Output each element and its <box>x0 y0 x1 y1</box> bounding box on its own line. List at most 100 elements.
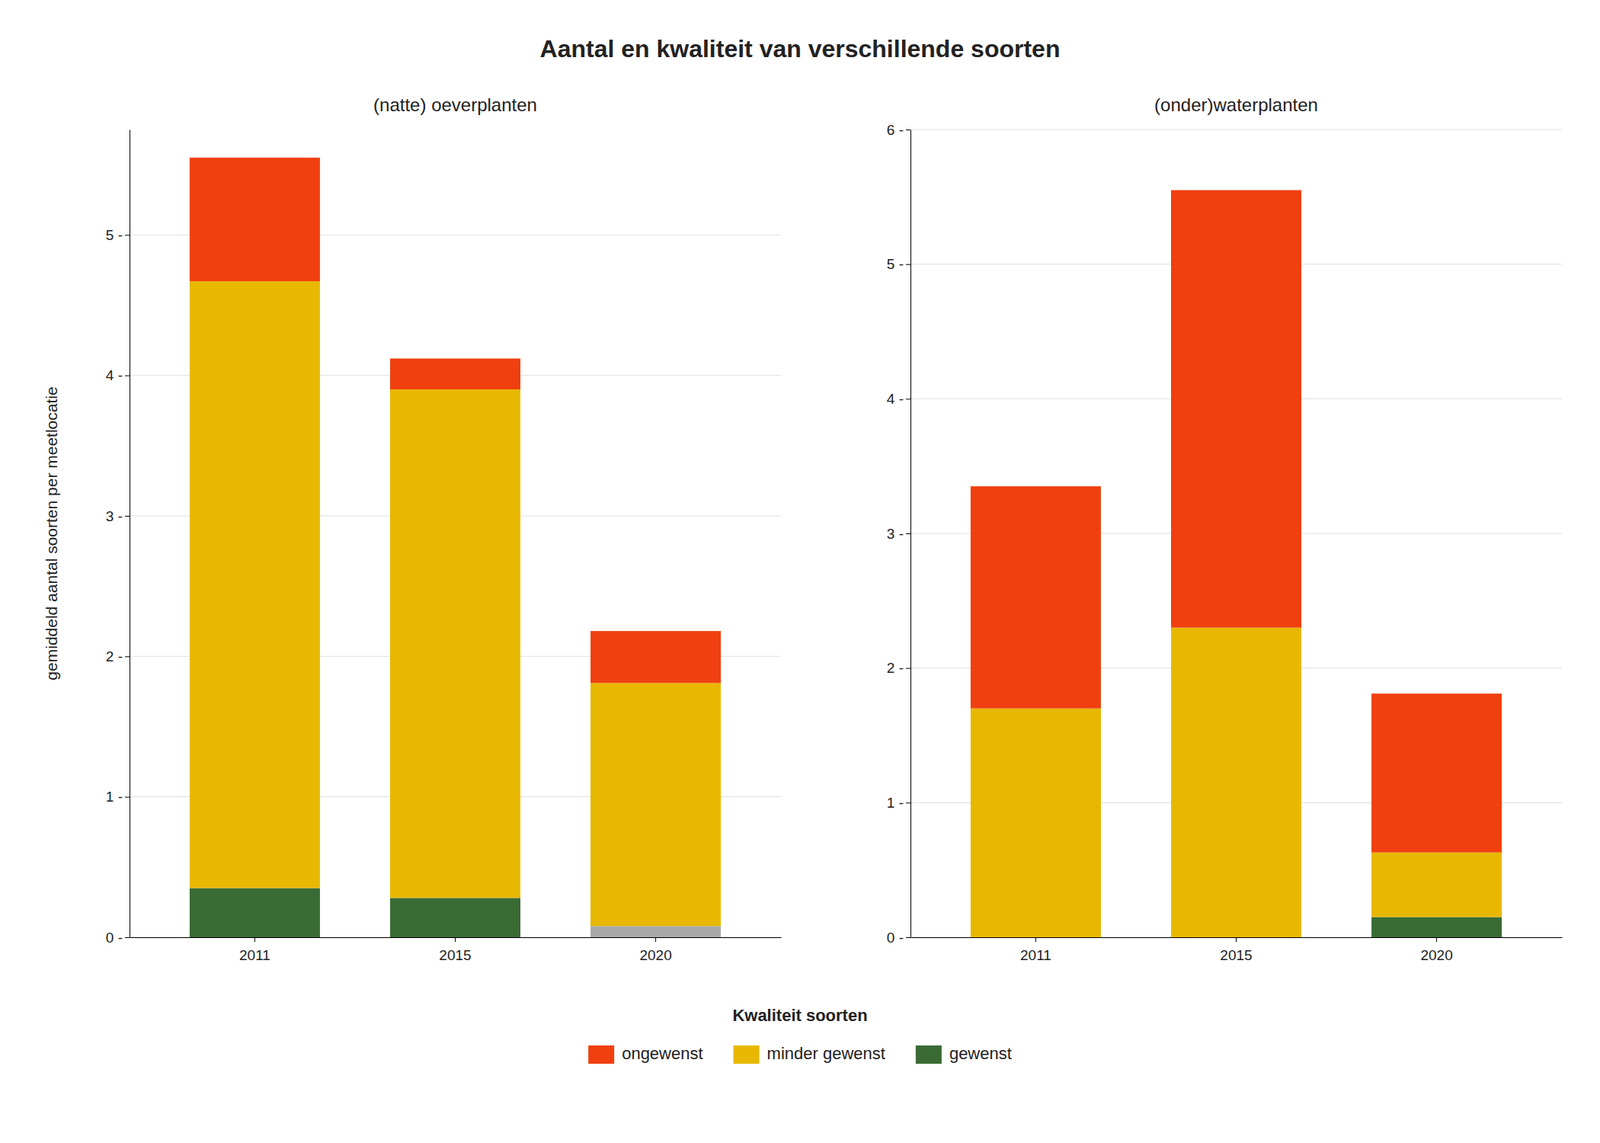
y-tick-label: 4 - <box>886 390 904 407</box>
legend-swatch <box>915 1045 942 1064</box>
y-tick-label: 5 - <box>886 256 904 272</box>
series-bars <box>970 190 1502 853</box>
y-tick-mark <box>124 375 130 377</box>
y-tick-label: 0 - <box>105 929 123 946</box>
legend-swatch <box>733 1045 760 1064</box>
bar-segment <box>1171 627 1302 938</box>
y-tick-label: 6 - <box>886 121 904 138</box>
y-tick-mark <box>905 802 911 804</box>
legend-item: ongewenst <box>588 1043 703 1064</box>
bar-segment <box>189 157 320 282</box>
x-tick-mark <box>454 937 456 942</box>
x-tick: 2015 <box>438 937 471 964</box>
bar-segment <box>1171 190 1302 628</box>
y-axis: 0 - 1 - 2 - 3 - 4 - 5 - 6 - <box>886 121 912 946</box>
bar-segment <box>970 486 1101 709</box>
bar-segment <box>189 281 320 888</box>
series-bars <box>189 157 721 683</box>
bar-segment <box>390 389 521 898</box>
y-axis-line <box>910 130 912 938</box>
y-tick: 2 - <box>886 659 911 676</box>
y-tick-mark <box>905 668 911 669</box>
x-tick-label: 2011 <box>239 947 271 964</box>
bar-segment <box>970 708 1101 938</box>
series-bars <box>1371 917 1502 938</box>
y-tick-label: 2 - <box>886 659 904 676</box>
legend-label: minder gewenst <box>767 1043 886 1063</box>
y-tick-label: 3 - <box>105 508 123 525</box>
chart-svg: 2011 2015 2020 0 - 1 - 2 - 3 - 4 - 5 - (natte) oe… <box>0 0 1600 1143</box>
x-axis: 2011 2015 2020 <box>130 937 782 964</box>
panel: 2011 2015 2020 0 - 1 - 2 - 3 - 4 - 5 - 6 - (onder)… <box>886 94 1563 964</box>
y-tick: 0 - <box>886 929 911 946</box>
x-tick-mark <box>1035 937 1037 942</box>
legend-item: minder gewenst <box>733 1043 886 1064</box>
grid-line <box>910 129 1562 131</box>
y-tick-mark <box>124 796 130 798</box>
bar-segment <box>189 887 320 938</box>
subtitle: (natte) oeverplanten <box>373 94 538 116</box>
legend-label: gewenst <box>949 1043 1012 1063</box>
y-tick-label: 1 - <box>105 788 123 805</box>
bars <box>189 157 721 938</box>
legend-item: gewenst <box>915 1043 1012 1064</box>
bar-segment <box>390 897 521 938</box>
y-tick-label: 2 - <box>105 648 123 665</box>
legend-items: ongewenst minder gewenst gewenst <box>588 1043 1012 1064</box>
x-tick-mark <box>655 937 656 942</box>
y-tick: 5 - <box>105 227 130 244</box>
x-tick-label: 2015 <box>1219 947 1252 964</box>
x-tick-label: 2020 <box>639 947 672 964</box>
subtitle: (onder)waterplanten <box>1154 94 1319 116</box>
bar-segment <box>390 358 521 390</box>
x-tick: 2020 <box>1420 937 1453 964</box>
bar-segment <box>590 682 721 926</box>
y-axis-title: gemiddeld aantal soorten per meetlocatie <box>42 386 61 680</box>
x-tick-mark <box>254 937 256 942</box>
bars <box>970 190 1502 938</box>
bar-segment <box>590 925 721 938</box>
y-tick-mark <box>905 129 911 131</box>
x-tick-label: 2015 <box>438 947 471 964</box>
x-axis: 2011 2015 2020 <box>911 937 1563 964</box>
y-tick-mark <box>124 656 130 657</box>
bar-segment <box>1371 693 1502 852</box>
grid <box>129 234 781 938</box>
y-tick: 0 - <box>105 929 130 946</box>
y-tick: 2 - <box>105 648 130 665</box>
bar-segment <box>1371 852 1502 918</box>
y-tick-mark <box>124 515 130 517</box>
y-axis-line <box>129 130 131 938</box>
bar-segment <box>1371 917 1502 938</box>
y-tick-mark <box>905 264 911 266</box>
y-tick: 5 - <box>886 256 911 272</box>
y-tick: 1 - <box>105 788 130 805</box>
y-tick-label: 1 - <box>886 794 904 811</box>
y-tick-label: 3 - <box>886 525 904 542</box>
y-tick: 6 - <box>886 121 911 138</box>
y-axis: 0 - 1 - 2 - 3 - 4 - 5 - <box>105 130 131 946</box>
x-tick-mark <box>1436 937 1437 942</box>
bar-segment <box>590 630 721 683</box>
y-tick-label: 0 - <box>886 929 904 946</box>
y-tick: 3 - <box>886 525 911 542</box>
x-tick-label: 2020 <box>1420 947 1453 964</box>
y-tick: 1 - <box>886 794 911 811</box>
y-tick: 3 - <box>105 508 130 525</box>
grid <box>910 129 1562 938</box>
y-tick-mark <box>905 937 911 938</box>
legend-label: ongewenst <box>621 1043 703 1063</box>
legend-swatch <box>588 1045 615 1064</box>
x-tick: 2020 <box>639 937 672 964</box>
x-tick: 2015 <box>1219 937 1252 964</box>
x-tick-mark <box>1235 937 1237 942</box>
y-tick-mark <box>905 398 911 400</box>
y-tick-label: 4 - <box>105 367 123 384</box>
x-tick: 2011 <box>239 937 271 964</box>
legend: Kwaliteit soortenongewenstminder gewenst… <box>588 1005 1012 1064</box>
series-bars <box>189 281 721 926</box>
y-tick-label: 5 - <box>105 227 123 244</box>
y-tick-mark <box>124 234 130 236</box>
x-tick: 2011 <box>1020 937 1052 964</box>
y-tick: 4 - <box>105 367 130 384</box>
